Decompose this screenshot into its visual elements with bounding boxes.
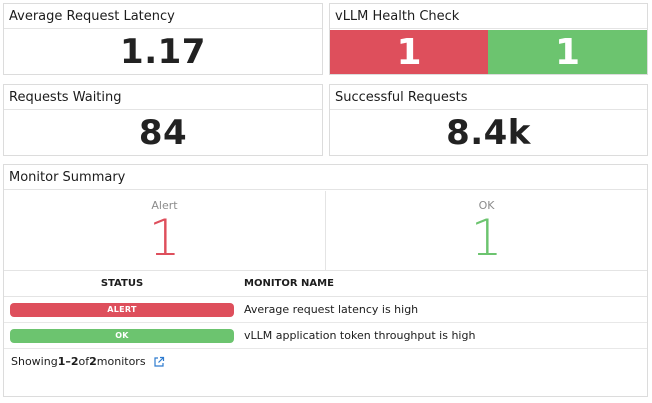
health-alert-segment[interactable]: 1	[330, 30, 488, 74]
footer-total: 2	[89, 355, 97, 368]
requests-waiting-widget[interactable]: Requests Waiting 84	[3, 84, 323, 156]
latency-value: 1.17	[120, 32, 206, 72]
monitor-name[interactable]: Average request latency is high	[244, 303, 419, 316]
status-cell: OK	[4, 328, 240, 343]
status-counts: Alert 1 OK 1	[4, 191, 647, 271]
success-value: 8.4k	[446, 113, 531, 153]
health-check-bar: 1 1	[330, 30, 647, 74]
vllm-health-check-widget[interactable]: vLLM Health Check 1 1	[329, 3, 648, 75]
avg-request-latency-widget[interactable]: Average Request Latency 1.17	[3, 3, 323, 75]
monitor-summary-widget: Monitor Summary Alert 1 OK 1 STATUS MONI…	[3, 164, 648, 397]
footer-of: of	[78, 355, 90, 368]
widget-title: vLLM Health Check	[330, 4, 647, 29]
ok-label: OK	[478, 199, 495, 212]
status-cell: ALERT	[4, 302, 240, 317]
alert-count-group[interactable]: Alert 1	[4, 191, 325, 270]
pagination-summary: Showing 1–2 of 2 monitors	[11, 355, 165, 368]
successful-requests-widget[interactable]: Successful Requests 8.4k	[329, 84, 648, 156]
status-column-header[interactable]: STATUS	[100, 278, 144, 289]
status-badge: OK	[10, 328, 234, 343]
widget-title: Monitor Summary	[4, 165, 647, 190]
waiting-value: 84	[138, 113, 188, 153]
ok-count-group[interactable]: OK 1	[325, 191, 647, 270]
health-ok-segment[interactable]: 1	[488, 30, 647, 74]
widget-title: Average Request Latency	[4, 4, 322, 29]
monitor-table: STATUS MONITOR NAME ALERT Average reques…	[4, 271, 647, 349]
table-row[interactable]: OK vLLM application token throughput is …	[4, 323, 647, 349]
footer-suffix: monitors	[96, 355, 146, 368]
widget-title: Successful Requests	[330, 85, 647, 110]
table-row[interactable]: ALERT Average request latency is high	[4, 297, 647, 323]
footer-prefix: Showing	[11, 355, 58, 368]
monitor-name-column-header[interactable]: MONITOR NAME	[244, 278, 334, 289]
alert-label: Alert	[151, 199, 178, 212]
widget-title: Requests Waiting	[4, 85, 322, 110]
external-link-icon[interactable]	[153, 356, 165, 368]
table-header: STATUS MONITOR NAME	[4, 271, 647, 297]
status-badge: ALERT	[10, 302, 234, 317]
alert-count: 1	[148, 209, 181, 267]
footer-range: 1–2	[57, 355, 79, 368]
ok-count: 1	[470, 209, 503, 267]
monitor-name[interactable]: vLLM application token throughput is hig…	[244, 329, 476, 342]
